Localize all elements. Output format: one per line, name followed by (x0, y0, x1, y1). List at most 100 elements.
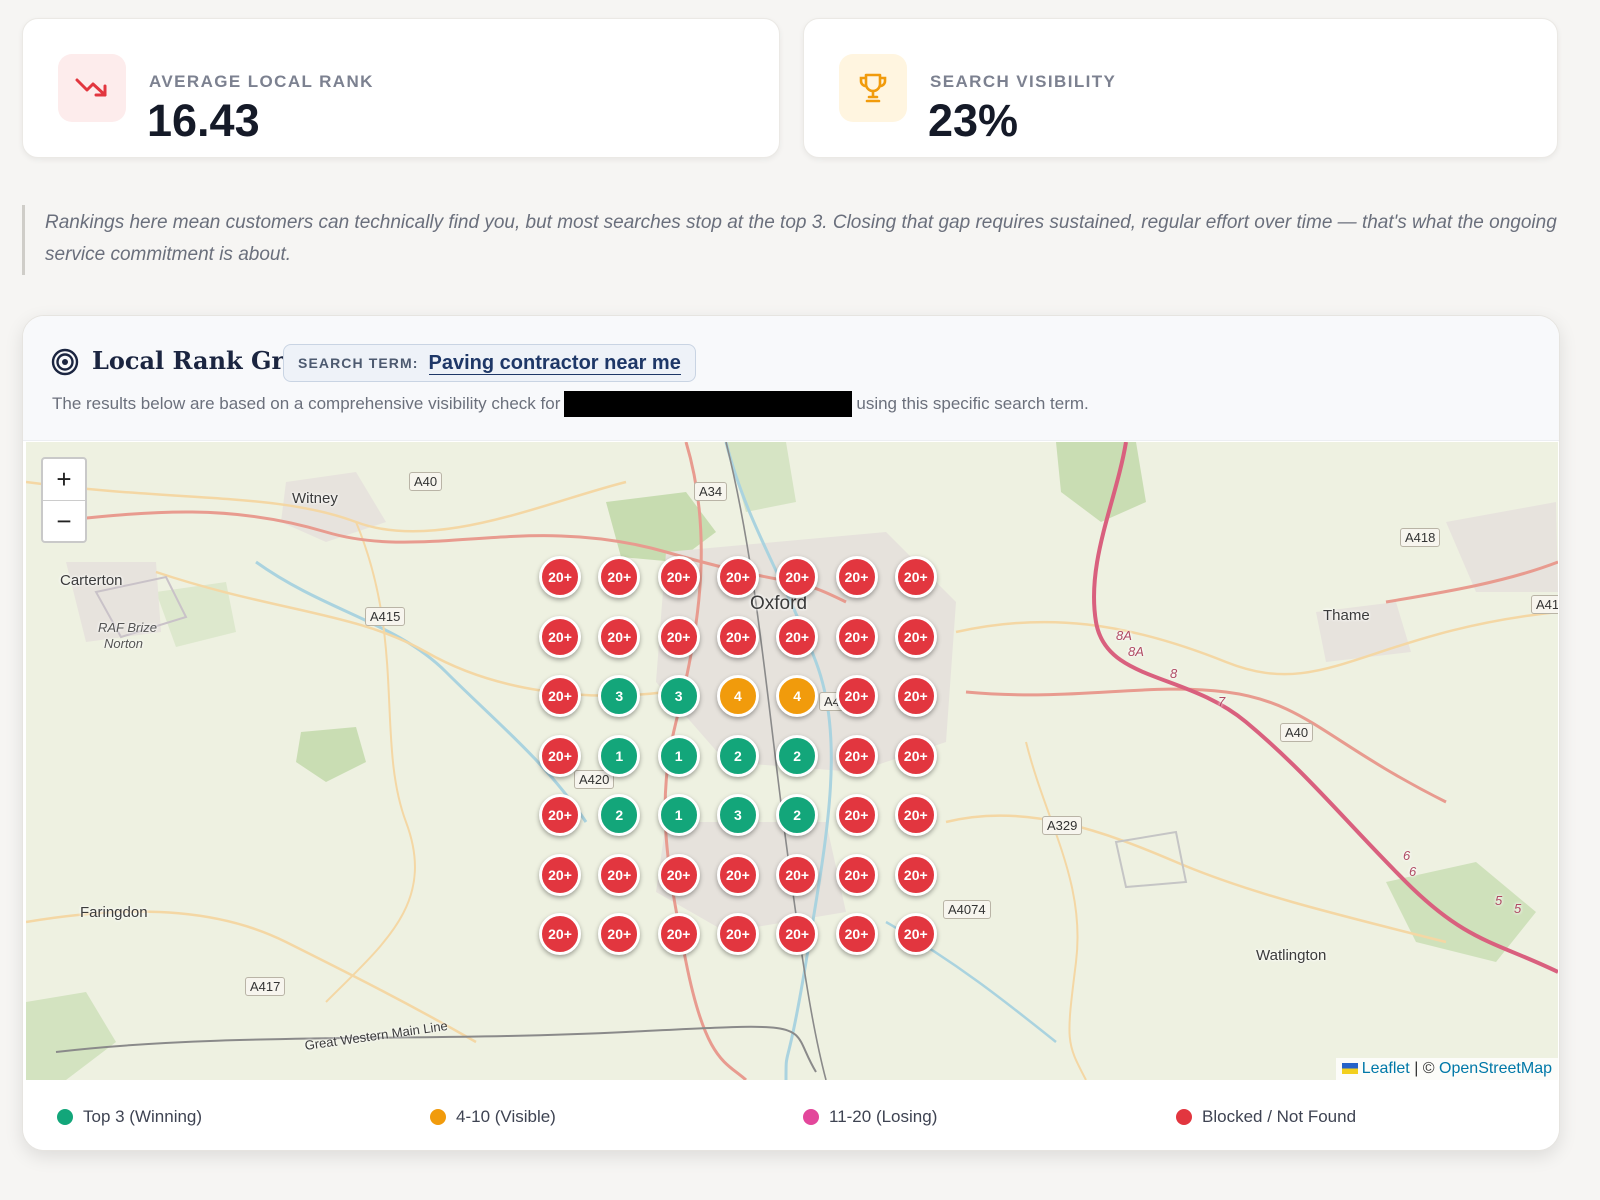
junction-label: 8A (1128, 644, 1144, 659)
grid-description: The results below are based on a compreh… (52, 391, 1089, 417)
search-visibility-card: SEARCH VISIBILITY 23% (803, 18, 1558, 158)
legend-dot (57, 1109, 73, 1125)
legend-label: Top 3 (Winning) (83, 1107, 203, 1126)
legend-item: 4-10 (Visible) (430, 1107, 556, 1127)
rank-pin[interactable]: 20+ (539, 794, 581, 836)
rank-pin[interactable]: 20+ (657, 615, 700, 658)
legend-label: 11-20 (Losing) (829, 1107, 938, 1126)
rank-pin[interactable]: 20+ (539, 675, 581, 717)
commitment-note: Rankings here mean customers can technic… (22, 205, 1562, 275)
rank-pin[interactable]: 20+ (539, 853, 581, 896)
stat-value: 23% (928, 95, 1019, 146)
rank-pin[interactable]: 20+ (598, 615, 641, 658)
rank-pin[interactable]: 20+ (657, 853, 700, 896)
rank-pin[interactable]: 20+ (894, 734, 937, 777)
rank-pin[interactable]: 20+ (894, 556, 937, 598)
place-label: Thame (1323, 607, 1370, 624)
legend-label: Blocked / Not Found (1202, 1107, 1357, 1126)
junction-label: 5 (1514, 901, 1522, 916)
rank-pin[interactable]: 20+ (835, 853, 878, 896)
openstreetmap-link[interactable]: OpenStreetMap (1439, 1060, 1552, 1077)
search-term-label: SEARCH TERM: (298, 355, 419, 371)
rank-pin[interactable]: 20+ (539, 913, 581, 955)
rank-pin[interactable]: 2 (716, 734, 759, 777)
rank-pin[interactable]: 20+ (894, 853, 937, 896)
rank-pin[interactable]: 1 (657, 794, 700, 836)
rank-pin[interactable]: 20+ (894, 675, 937, 717)
rank-pin[interactable]: 2 (776, 794, 819, 836)
rank-pin[interactable]: 20+ (835, 734, 878, 777)
rank-map[interactable]: Witney Carterton RAF Brize Norton Oxford… (26, 442, 1558, 1080)
rank-pin[interactable]: 20+ (776, 615, 819, 658)
place-label: Faringdon (80, 904, 148, 921)
target-icon (51, 348, 79, 381)
rank-pin[interactable]: 20+ (598, 913, 641, 955)
stat-value: 16.43 (147, 95, 260, 146)
junction-label: 6 (1409, 864, 1417, 879)
road-shield: A417 (245, 977, 286, 996)
average-local-rank-card: AVERAGE LOCAL RANK 16.43 (22, 18, 780, 158)
rank-pin[interactable]: 20+ (716, 556, 759, 598)
search-term-value[interactable]: Paving contractor near me (428, 351, 681, 375)
rank-pin[interactable]: 1 (657, 734, 700, 777)
rank-pin[interactable]: 3 (657, 675, 700, 717)
rank-pin[interactable]: 20+ (894, 794, 937, 836)
leaflet-link[interactable]: Leaflet (1361, 1060, 1410, 1077)
rank-pin[interactable]: 3 (598, 675, 641, 717)
legend-item: Blocked / Not Found (1176, 1107, 1356, 1127)
rank-pin[interactable]: 20+ (716, 913, 759, 955)
road-shield: A40 (409, 472, 443, 491)
grid-title: Local Rank Grid (92, 346, 311, 375)
legend-dot (430, 1109, 446, 1125)
attribution-separator: | © (1414, 1060, 1435, 1077)
rank-pin[interactable]: 2 (598, 794, 641, 836)
legend-dot (1176, 1109, 1192, 1125)
local-rank-grid-card: Local Rank Grid SEARCH TERM: Paving cont… (22, 315, 1560, 1151)
rank-pin[interactable]: 3 (716, 794, 759, 836)
rank-pin[interactable]: 20+ (598, 556, 641, 598)
stat-label: SEARCH VISIBILITY (930, 72, 1117, 91)
junction-label: 8 (1170, 666, 1178, 681)
place-label: Norton (104, 636, 144, 651)
rank-pin[interactable]: 20+ (539, 615, 581, 658)
road-shield: A34 (694, 482, 728, 501)
rank-pin[interactable]: 20+ (835, 556, 878, 598)
rank-pin[interactable]: 20+ (894, 615, 937, 658)
rank-pin[interactable]: 2 (776, 734, 819, 777)
zoom-out-button[interactable]: − (43, 500, 85, 541)
road-shield: A4074 (943, 900, 991, 919)
rank-pin[interactable]: 4 (716, 675, 759, 717)
rank-legend: Top 3 (Winning) 4-10 (Visible) 11-20 (Lo… (23, 1081, 1559, 1150)
rank-pin[interactable]: 20+ (776, 556, 819, 598)
rank-pin[interactable]: 20+ (776, 913, 819, 955)
rank-pin[interactable]: 20+ (657, 556, 700, 598)
stat-label: AVERAGE LOCAL RANK (149, 72, 374, 91)
rank-pin[interactable]: 20+ (776, 853, 819, 896)
rank-pin[interactable]: 4 (776, 675, 819, 717)
grid-header: Local Rank Grid SEARCH TERM: Paving cont… (23, 316, 1559, 441)
rank-pin[interactable]: 20+ (598, 853, 641, 896)
rank-pin[interactable]: 20+ (894, 913, 937, 955)
rank-pin[interactable]: 1 (598, 734, 641, 777)
road-shield: A415 (365, 607, 406, 626)
junction-label: 8A (1116, 628, 1132, 643)
redacted-business-name (564, 391, 853, 417)
place-label: Oxford (750, 593, 808, 614)
search-term-badge: SEARCH TERM: Paving contractor near me (283, 344, 696, 382)
rank-pin[interactable]: 20+ (716, 853, 759, 896)
rank-pin[interactable]: 20+ (657, 913, 700, 955)
desc-before: The results below are based on a compreh… (52, 394, 561, 413)
rank-pin[interactable]: 20+ (539, 734, 581, 777)
rank-pin[interactable]: 20+ (835, 675, 878, 717)
road-shield: A40 (1280, 723, 1314, 742)
place-label: Witney (292, 490, 338, 507)
rank-pin[interactable]: 20+ (835, 794, 878, 836)
zoom-in-button[interactable]: + (56, 464, 72, 494)
legend-item: Top 3 (Winning) (57, 1107, 202, 1127)
rank-pin[interactable]: 20+ (835, 913, 878, 955)
rank-pin[interactable]: 20+ (716, 615, 759, 658)
legend-item: 11-20 (Losing) (803, 1107, 937, 1127)
rank-pin[interactable]: 20+ (835, 615, 878, 658)
trophy-icon (839, 54, 907, 122)
rank-pin[interactable]: 20+ (539, 556, 581, 598)
